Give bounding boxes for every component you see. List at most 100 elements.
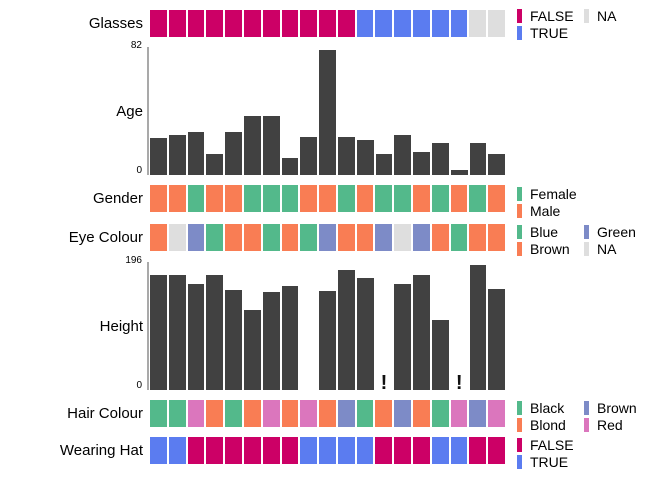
gender-tile-female (187, 185, 205, 212)
eye-colour-tile-row (150, 224, 505, 251)
wearing_hat-tile-false (375, 437, 393, 464)
glasses-tile-row (150, 10, 505, 37)
row-label-gender: Gender (92, 190, 143, 207)
age-bar (394, 135, 412, 175)
height-bar-slot (206, 265, 224, 390)
age-bar-slot (281, 50, 299, 175)
hair_colour-legend-label: Blond (530, 417, 566, 433)
height-bar (168, 275, 186, 390)
height-missing-mark: ! (455, 372, 463, 394)
gender-tile-female (469, 185, 487, 212)
height-missing-mark: ! (380, 372, 388, 394)
wearing_hat-tile-false (187, 437, 205, 464)
glasses-tile-false (262, 10, 280, 37)
glasses-tile-true (431, 10, 449, 37)
age-bar (413, 152, 430, 175)
height-bar (150, 275, 167, 390)
gender-tile-male (319, 185, 336, 212)
hair_colour-legend-label: Red (597, 417, 623, 433)
hair-colour-tile-row (150, 400, 505, 427)
glasses-tile-false (243, 10, 261, 37)
age-bar-slot (319, 50, 336, 175)
wearing_hat-legend-swatch-false (517, 438, 522, 452)
glasses-tile-true (375, 10, 393, 37)
row-label-glasses: Glasses (88, 15, 143, 32)
age-bar-slot (469, 50, 487, 175)
hair_colour-tile-red (300, 400, 318, 427)
hair_colour-legend-swatch-brown (584, 401, 589, 415)
age-bar (431, 143, 449, 175)
glasses-tile-false (319, 10, 336, 37)
hair_colour-tile-blond (281, 400, 299, 427)
height-bar-slot (431, 265, 449, 390)
height-bar (356, 277, 374, 390)
glasses-tile-false (206, 10, 224, 37)
glasses-tile-na (488, 10, 505, 37)
age-bar-slot (150, 50, 167, 175)
gender-tile-female (394, 185, 412, 212)
gender-tile-male (168, 185, 186, 212)
age-axis-min-label: 0 (136, 165, 142, 176)
eye_colour-tile-blue (450, 224, 468, 251)
age-bar (300, 136, 318, 175)
height-bar-slot (225, 265, 242, 390)
hair_colour-tile-blond (413, 400, 430, 427)
gender-tile-male (150, 185, 167, 212)
height-bar-chart: !! (150, 265, 506, 394)
row-label-height: Height (99, 318, 143, 335)
age-bar (337, 136, 355, 175)
glasses-tile-false (168, 10, 186, 37)
hair_colour-legend-swatch-blond (517, 418, 522, 432)
eye_colour-tile-na (168, 224, 186, 251)
wearing_hat-tile-true (168, 437, 186, 464)
hair_colour-tile-red (262, 400, 280, 427)
height-bar-slot (168, 265, 186, 390)
age-bar-slot (356, 50, 374, 175)
glasses-tile-true (450, 10, 468, 37)
hair_colour-legend-label: Brown (597, 400, 637, 416)
gender-legend-label: Female (530, 186, 577, 202)
eye_colour-tile-blue (300, 224, 318, 251)
age-bar-slot (187, 50, 205, 175)
eye_colour-legend-swatch-blue (517, 225, 522, 239)
height-bar (488, 289, 506, 390)
age-bar (375, 153, 393, 175)
height-bar (394, 284, 412, 390)
age-bar-slot (337, 50, 355, 175)
height-bar (225, 289, 242, 390)
wearing_hat-tile-true (337, 437, 355, 464)
hair_colour-legend-label: Black (530, 400, 565, 416)
age-bar-slot (243, 50, 261, 175)
gender-tile-female (243, 185, 261, 212)
height-bar (262, 291, 280, 390)
glasses-tile-true (413, 10, 430, 37)
hair_colour-legend-swatch-red (584, 418, 589, 432)
glasses-tile-false (150, 10, 167, 37)
wearing_hat-tile-false (469, 437, 487, 464)
age-bar-slot (394, 50, 412, 175)
height-bar (187, 283, 205, 390)
hair_colour-tile-black (431, 400, 449, 427)
wearing_hat-tile-false (243, 437, 261, 464)
eye_colour-legend-label: Blue (530, 224, 559, 240)
height-bar (319, 291, 336, 390)
age-bar (206, 153, 224, 175)
glasses-tile-false (225, 10, 242, 37)
glasses-legend-label: TRUE (530, 25, 569, 41)
wearing_hat-tile-false (206, 437, 224, 464)
age-bar-slot (431, 50, 449, 175)
row-label-eye-colour: Eye Colour (68, 229, 143, 246)
wearing_hat-tile-false (413, 437, 430, 464)
eye_colour-tile-brown (225, 224, 242, 251)
hair_colour-tile-black (356, 400, 374, 427)
gender-tile-male (225, 185, 242, 212)
wearing_hat-tile-false (281, 437, 299, 464)
wearing_hat-tile-false (394, 437, 412, 464)
wearing_hat-tile-true (300, 437, 318, 464)
glasses-legend-label: FALSE (530, 8, 574, 24)
row-label-wearing-hat: Wearing Hat (59, 442, 143, 459)
height-y-axis-line (147, 262, 149, 390)
height-bar (431, 319, 449, 390)
age-bar-slot (225, 50, 242, 175)
